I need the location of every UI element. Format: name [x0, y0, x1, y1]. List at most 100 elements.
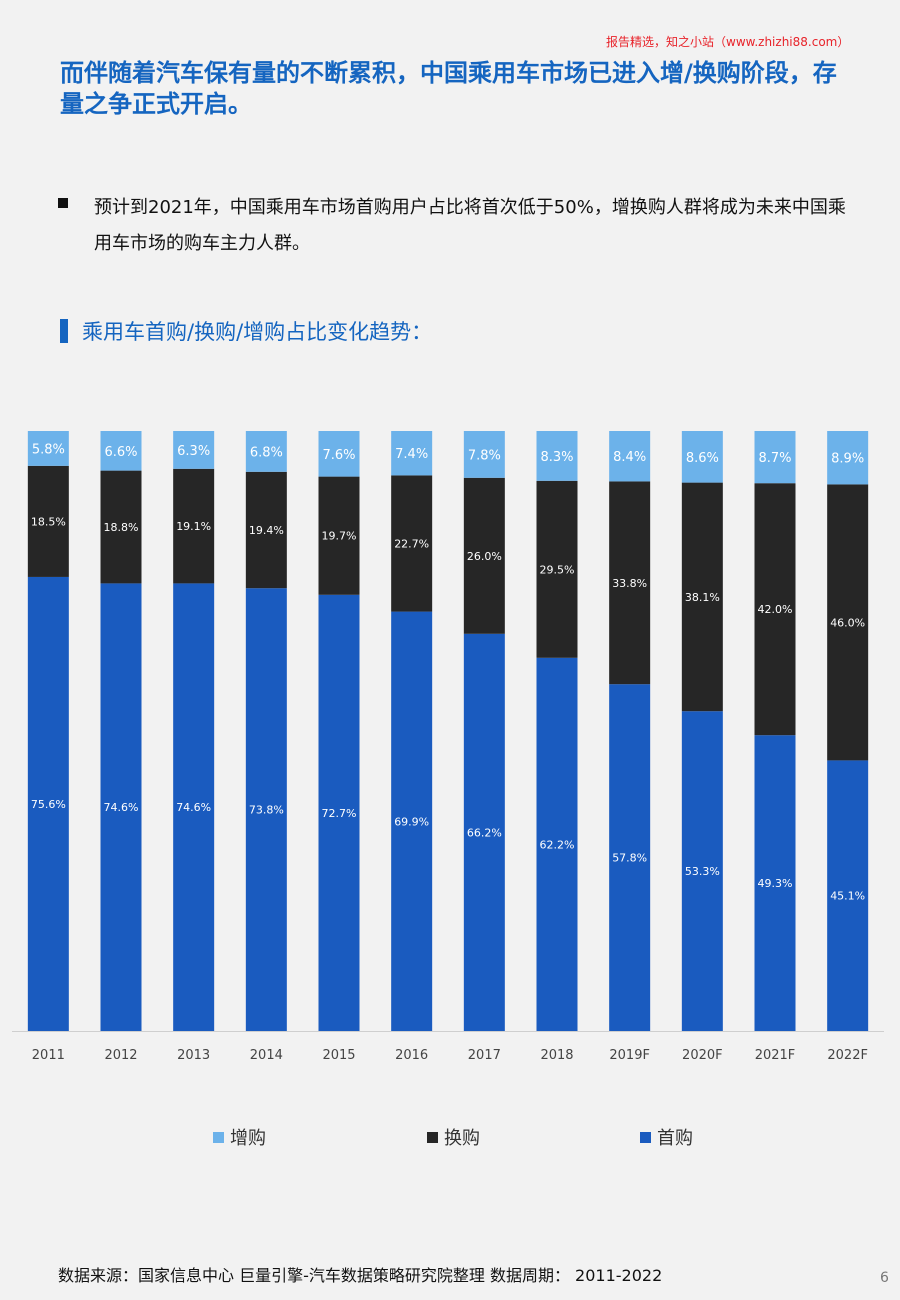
- data-label-2022F-首购: 45.1%: [830, 890, 865, 903]
- bar-segment-2018-换购: [536, 480, 578, 658]
- bar-segment-2016-增购: [391, 431, 433, 476]
- bullet-text: 预计到2021年，中国乘用车市场首购用户占比将首次低于50%，增换购人群将成为未…: [94, 197, 846, 254]
- data-label-2014-增购: 6.8%: [250, 445, 283, 460]
- bar-segment-2020F-增购: [681, 431, 723, 483]
- bar-segment-2011-增购: [27, 431, 69, 466]
- data-label-2011-首购: 75.6%: [31, 798, 66, 811]
- legend-item-增购: 增购: [213, 1124, 266, 1150]
- legend-item-首购: 首购: [640, 1124, 693, 1150]
- bar-segment-2015-换购: [318, 476, 360, 595]
- data-label-2014-首购: 73.8%: [249, 804, 284, 817]
- bar-segment-2021F-换购: [754, 483, 796, 736]
- bar-segment-2014-首购: [245, 588, 287, 1031]
- bullet-point: 预计到2021年，中国乘用车市场首购用户占比将首次低于50%，增换购人群将成为未…: [58, 190, 848, 262]
- data-label-2018-首购: 62.2%: [540, 838, 575, 851]
- data-label-2019F-首购: 57.8%: [612, 852, 647, 865]
- data-label-2021F-换购: 42.0%: [758, 603, 793, 616]
- data-label-2015-增购: 7.6%: [322, 448, 355, 463]
- bar-segment-2016-首购: [391, 611, 433, 1031]
- bar-segment-2017-换购: [463, 477, 505, 634]
- bar-segment-2019F-换购: [609, 481, 651, 685]
- x-tick-label: 2012: [104, 1048, 137, 1063]
- data-label-2016-增购: 7.4%: [395, 447, 428, 462]
- bar-segment-2017-增购: [463, 431, 505, 478]
- data-label-2011-换购: 18.5%: [31, 515, 66, 528]
- data-label-2012-换购: 18.8%: [104, 521, 139, 534]
- data-label-2014-换购: 19.4%: [249, 524, 284, 537]
- bar-segment-2012-首购: [100, 583, 142, 1031]
- x-tick-label: 2019F: [609, 1048, 650, 1063]
- data-label-2021F-首购: 49.3%: [758, 877, 793, 890]
- bar-segment-2011-换购: [27, 465, 69, 577]
- bar-segment-2022F-首购: [827, 760, 869, 1031]
- x-tick-label: 2013: [177, 1048, 210, 1063]
- bar-segment-2014-换购: [245, 471, 287, 589]
- bar-segment-2011-首购: [27, 576, 69, 1031]
- bar-segment-2022F-增购: [827, 431, 869, 485]
- x-tick-label: 2018: [540, 1048, 573, 1063]
- legend-swatch-icon: [640, 1131, 651, 1143]
- bar-segment-2012-换购: [100, 470, 142, 584]
- x-tick-label: 2011: [32, 1048, 65, 1063]
- data-label-2019F-换购: 33.8%: [612, 577, 647, 590]
- data-label-2013-换购: 19.1%: [176, 520, 211, 533]
- data-label-2017-增购: 7.8%: [468, 448, 501, 463]
- bar-segment-2013-增购: [173, 431, 215, 469]
- data-label-2018-换购: 29.5%: [540, 563, 575, 576]
- data-label-2020F-换购: 38.1%: [685, 591, 720, 604]
- data-label-2012-增购: 6.6%: [104, 445, 137, 460]
- stacked-bar-chart: 75.6% 18.5% 5.8% 2011 74.6% 18.8% 6.6% 2012 74.6…: [12, 431, 884, 1063]
- data-label-2020F-首购: 53.3%: [685, 865, 720, 878]
- legend-swatch-icon: [427, 1131, 438, 1143]
- data-label-2015-首购: 72.7%: [322, 807, 357, 820]
- data-label-2022F-增购: 8.9%: [831, 452, 864, 467]
- legend-label: 增购: [230, 1128, 266, 1149]
- bar-segment-2019F-增购: [609, 431, 651, 482]
- legend-label: 换购: [444, 1128, 480, 1149]
- bar-segment-2013-换购: [173, 468, 215, 584]
- bar-segment-2022F-换购: [827, 484, 869, 761]
- bar-segment-2021F-首购: [754, 735, 796, 1031]
- chart-section-title: 乘用车首购/换购/增购占比变化趋势：: [60, 316, 432, 346]
- bar-segment-2014-增购: [245, 431, 287, 472]
- section-title-text: 乘用车首购/换购/增购占比变化趋势：: [82, 320, 433, 344]
- data-label-2022F-换购: 46.0%: [830, 616, 865, 629]
- bullet-square-icon: [58, 198, 68, 208]
- data-label-2019F-增购: 8.4%: [613, 450, 646, 465]
- bar-segment-2017-首购: [463, 633, 505, 1031]
- x-tick-label: 2021F: [755, 1048, 796, 1063]
- x-tick-label: 2014: [250, 1048, 283, 1063]
- legend-label: 首购: [657, 1128, 693, 1149]
- bar-segment-2018-增购: [536, 431, 578, 481]
- bar-segment-2019F-首购: [609, 684, 651, 1031]
- watermark-text: 报告精选，知之小站（www.zhizhi88.com）: [606, 35, 850, 49]
- bar-segment-2013-首购: [173, 583, 215, 1031]
- bar-segment-2012-增购: [100, 431, 142, 471]
- bar-segment-2021F-增购: [754, 431, 796, 484]
- bar-segment-2015-首购: [318, 594, 360, 1031]
- bar-segment-2015-增购: [318, 431, 360, 477]
- chart-legend: 增购 换购 首购: [0, 1124, 900, 1154]
- bar-segment-2018-首购: [536, 657, 578, 1031]
- x-tick-label: 2022F: [827, 1048, 868, 1063]
- data-source-note: 数据来源：国家信息中心 巨量引擎-汽车数据策略研究院整理 数据周期： 2011-…: [58, 1266, 663, 1285]
- bar-segment-2020F-换购: [681, 482, 723, 712]
- data-label-2012-首购: 74.6%: [104, 801, 139, 814]
- x-tick-label: 2017: [468, 1048, 501, 1063]
- data-label-2015-换购: 19.7%: [322, 530, 357, 543]
- legend-item-换购: 换购: [427, 1124, 480, 1150]
- data-label-2016-首购: 69.9%: [394, 815, 429, 828]
- data-label-2021F-增购: 8.7%: [758, 451, 791, 466]
- section-marker-icon: [60, 319, 68, 343]
- data-label-2016-换购: 22.7%: [394, 538, 429, 551]
- x-tick-label: 2016: [395, 1048, 428, 1063]
- bar-segment-2016-换购: [391, 475, 433, 612]
- data-label-2018-增购: 8.3%: [540, 450, 573, 465]
- data-label-2017-首购: 66.2%: [467, 826, 502, 839]
- x-tick-label: 2015: [322, 1048, 355, 1063]
- legend-swatch-icon: [213, 1131, 224, 1143]
- x-tick-label: 2020F: [682, 1048, 723, 1063]
- data-label-2020F-增购: 8.6%: [686, 451, 719, 466]
- bar-segment-2020F-首购: [681, 711, 723, 1031]
- data-label-2013-首购: 74.6%: [176, 801, 211, 814]
